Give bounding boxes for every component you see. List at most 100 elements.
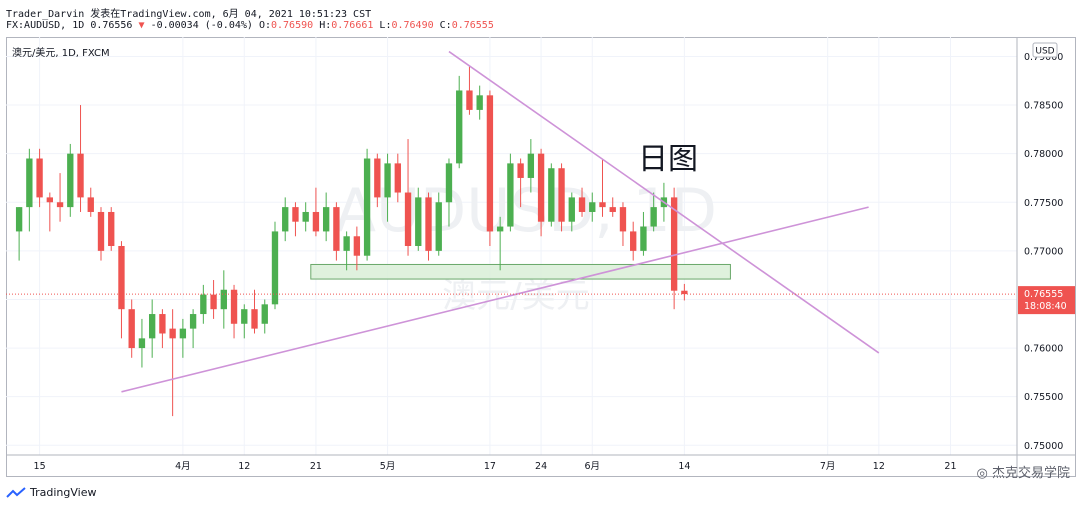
candle-body bbox=[619, 207, 627, 232]
time-tick-label: 12 bbox=[238, 461, 250, 472]
candle bbox=[77, 105, 84, 212]
candle-body bbox=[292, 207, 299, 222]
candle bbox=[640, 211, 647, 256]
candle bbox=[374, 153, 381, 208]
candle bbox=[159, 309, 166, 349]
change-value: -0.00034 (-0.04%) bbox=[150, 20, 253, 31]
price-axis[interactable]: 0.790000.785000.780000.775000.770000.765… bbox=[1016, 37, 1063, 477]
price-tick-label: 0.78000 bbox=[1024, 149, 1063, 160]
candle bbox=[97, 207, 105, 261]
grid bbox=[6, 37, 1017, 455]
candle-body bbox=[476, 95, 483, 110]
candle-body bbox=[466, 90, 473, 110]
wechat-icon: ◎ bbox=[976, 466, 988, 481]
candle bbox=[261, 299, 268, 334]
time-tick-label: 4月 bbox=[175, 461, 191, 472]
candle bbox=[394, 153, 401, 203]
candle bbox=[517, 158, 524, 208]
candle-body bbox=[650, 207, 657, 227]
support-zone[interactable] bbox=[310, 263, 731, 280]
candle bbox=[445, 158, 453, 227]
trendline bbox=[448, 50, 880, 354]
trendlines[interactable] bbox=[121, 50, 880, 393]
time-tick-label: 17 bbox=[484, 461, 496, 472]
candle bbox=[609, 197, 616, 217]
candle bbox=[558, 163, 565, 232]
candle-body bbox=[404, 192, 412, 246]
candle bbox=[568, 192, 575, 232]
candle-body bbox=[87, 197, 94, 212]
price-tick-label: 0.76000 bbox=[1024, 344, 1063, 355]
candle-body bbox=[445, 163, 453, 203]
candle-body bbox=[343, 236, 350, 251]
candle-body bbox=[138, 338, 146, 349]
price-tag-countdown: 18:08:40 bbox=[1024, 301, 1067, 312]
candle bbox=[507, 153, 514, 232]
time-tick-label: 5月 bbox=[380, 461, 396, 472]
candle bbox=[302, 202, 309, 232]
candle-body bbox=[394, 163, 401, 193]
tradingview-brand: TradingView bbox=[30, 486, 97, 499]
candle-body bbox=[46, 197, 53, 203]
high-value: 0.76661 bbox=[331, 20, 374, 31]
candle-body bbox=[67, 153, 74, 208]
candle bbox=[650, 192, 657, 232]
candle bbox=[220, 270, 227, 329]
candle-body bbox=[568, 197, 575, 222]
candle-body bbox=[435, 202, 442, 251]
trendline bbox=[121, 206, 869, 393]
candle-body bbox=[507, 163, 514, 227]
candle-body bbox=[97, 211, 105, 251]
time-tick-label: 21 bbox=[310, 461, 322, 472]
candle-body bbox=[56, 202, 64, 208]
candle bbox=[271, 221, 279, 310]
low-label: L: bbox=[379, 20, 392, 31]
candle bbox=[476, 85, 483, 120]
header-title: Trader_Darvin 发表在TradingView.com, 6月 04,… bbox=[6, 9, 372, 20]
candle-body bbox=[630, 231, 637, 251]
price-tick-label: 0.78500 bbox=[1024, 101, 1063, 112]
candle-body bbox=[189, 314, 197, 329]
price-tick-label: 0.75000 bbox=[1024, 441, 1063, 452]
candle bbox=[87, 187, 94, 217]
candle-body bbox=[261, 304, 268, 324]
candle bbox=[415, 187, 422, 251]
candle bbox=[681, 283, 688, 301]
candle bbox=[343, 231, 350, 271]
candle bbox=[333, 202, 340, 261]
time-tick-label: 14 bbox=[678, 461, 690, 472]
candle-body bbox=[200, 294, 207, 315]
price-tag-box bbox=[1018, 286, 1075, 315]
candle bbox=[292, 202, 299, 237]
candle-body bbox=[77, 153, 84, 198]
price-tag: 0.76555 18:08:40 bbox=[1018, 286, 1075, 315]
candle-body bbox=[26, 158, 33, 208]
time-tick-label: 24 bbox=[535, 461, 547, 472]
candle-body bbox=[537, 153, 545, 222]
header-ohlc: FX:AUDUSD, 1D 0.76556 ▼ -0.00034 (-0.04%… bbox=[6, 20, 494, 31]
support-zone-rect bbox=[310, 263, 731, 280]
candle-body bbox=[333, 207, 340, 251]
tradingview-logo-icon bbox=[6, 486, 26, 498]
candle-body bbox=[363, 158, 371, 256]
time-tick-label: 15 bbox=[34, 461, 46, 472]
candle bbox=[46, 192, 53, 232]
candle-body bbox=[609, 207, 616, 212]
candle bbox=[179, 318, 187, 358]
candle-body bbox=[415, 197, 422, 246]
low-value: 0.76490 bbox=[391, 20, 434, 31]
candle-body bbox=[527, 153, 535, 178]
footer[interactable]: TradingView bbox=[6, 486, 96, 499]
candle-body bbox=[251, 309, 258, 329]
candle-body bbox=[15, 207, 23, 232]
candle bbox=[251, 289, 258, 334]
candle bbox=[118, 241, 125, 339]
time-axis[interactable]: 15 4月 12 21 5月 17 24 6月 14 7月 12 21 bbox=[6, 454, 1076, 472]
candle bbox=[670, 187, 678, 310]
candle bbox=[435, 192, 442, 256]
candle bbox=[589, 192, 596, 222]
candle bbox=[189, 309, 197, 349]
candlestick-chart[interactable]: AUDUSD, 1D 澳元/美元 0.790000.785000.780000.… bbox=[6, 37, 1076, 477]
candle-body bbox=[179, 328, 187, 339]
currency-badge[interactable]: USD bbox=[1032, 42, 1058, 58]
